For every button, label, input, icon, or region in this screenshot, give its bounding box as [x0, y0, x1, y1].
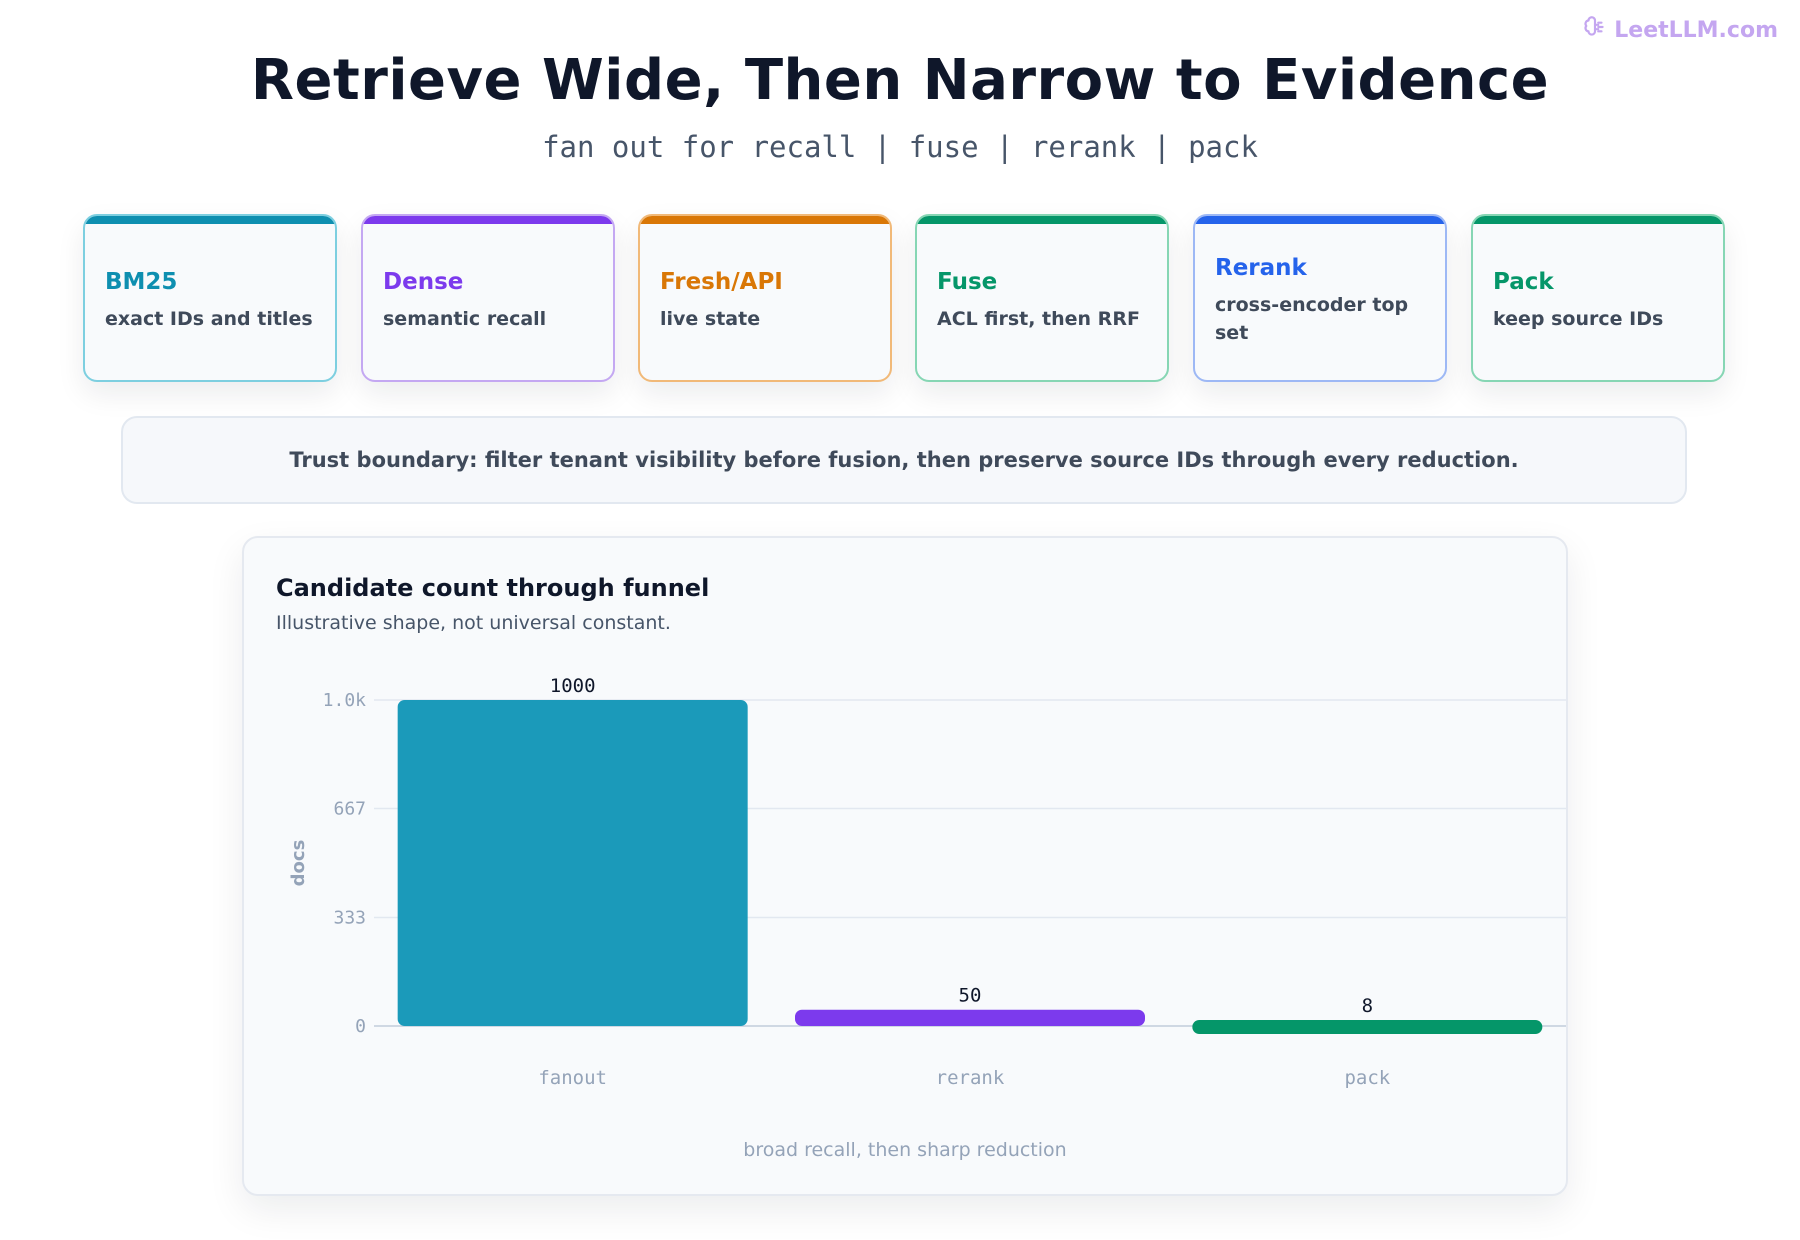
- x-axis-label: broad recall, then sharp reduction: [743, 1139, 1066, 1161]
- chart-title: Candidate count through funnel: [276, 574, 710, 602]
- y-axis-label: docs: [288, 840, 309, 887]
- chart-labels: 0 333 667 1.0k 1000 fanout 50 rerank 8 pack: [323, 675, 1391, 1089]
- trust-boundary-note: Trust boundary: filter tenant visibility…: [121, 416, 1687, 504]
- stage-desc: exact IDs and titles: [105, 308, 313, 330]
- stage-card-pack: Pack keep source IDs: [1471, 214, 1725, 382]
- stage-accent-bar: [363, 216, 613, 224]
- stage-desc: ACL first, then RRF: [937, 308, 1140, 330]
- data-label: 1000: [550, 675, 596, 697]
- stage-card-rerank: Rerank cross-encoder top set: [1193, 214, 1447, 382]
- page-subtitle: fan out for recall | fuse | rerank | pac…: [542, 130, 1258, 164]
- stage-card-bm25: BM25 exact IDs and titles: [83, 214, 337, 382]
- x-tick-label: rerank: [936, 1067, 1005, 1089]
- stage-accent-bar: [917, 216, 1167, 224]
- bar-fanout: [397, 700, 748, 1026]
- page-title: Retrieve Wide, Then Narrow to Evidence: [250, 48, 1550, 113]
- stage-name: Fuse: [937, 269, 998, 295]
- stage-card-fuse: Fuse ACL first, then RRF: [915, 214, 1169, 382]
- stage-desc: live state: [660, 308, 761, 330]
- stage-name: Rerank: [1215, 255, 1307, 281]
- stage-accent-bar: [1195, 216, 1445, 224]
- stage-accent-bar: [640, 216, 890, 224]
- brand: LeetLLM.com: [1582, 14, 1778, 46]
- stage-desc: keep source IDs: [1493, 308, 1664, 330]
- stage-card-fresh-api: Fresh/API live state: [638, 214, 892, 382]
- y-tick-label: 667: [333, 799, 366, 820]
- stage-accent-bar: [85, 216, 335, 224]
- stage-accent-bar: [1473, 216, 1723, 224]
- chart-bars: [397, 700, 1543, 1034]
- x-tick-label: pack: [1344, 1067, 1390, 1089]
- y-tick-label: 333: [333, 907, 366, 928]
- bar-pack: [1192, 1020, 1543, 1034]
- stage-card-dense: Dense semantic recall: [361, 214, 615, 382]
- stage-name: Fresh/API: [660, 269, 783, 295]
- data-label: 8: [1362, 995, 1373, 1017]
- brand-name: LeetLLM.com: [1614, 17, 1778, 43]
- bar-rerank: [795, 1009, 1145, 1026]
- stage-name: Dense: [383, 269, 464, 295]
- chart-panel: Candidate count through funnel Illustrat…: [242, 536, 1568, 1196]
- y-tick-label: 0: [355, 1016, 366, 1037]
- stage-name: Pack: [1493, 269, 1554, 295]
- stage-desc: semantic recall: [383, 308, 547, 330]
- data-label: 50: [959, 985, 982, 1007]
- y-tick-label: 1.0k: [323, 690, 367, 711]
- stage-desc: cross-encoder top set: [1215, 294, 1409, 344]
- stage-cards: BM25 exact IDs and titles Dense semantic…: [83, 214, 1725, 382]
- brain-icon: [1582, 14, 1608, 46]
- x-tick-label: fanout: [538, 1067, 607, 1089]
- stage-name: BM25: [105, 269, 178, 295]
- chart-subtitle: Illustrative shape, not universal consta…: [276, 612, 671, 634]
